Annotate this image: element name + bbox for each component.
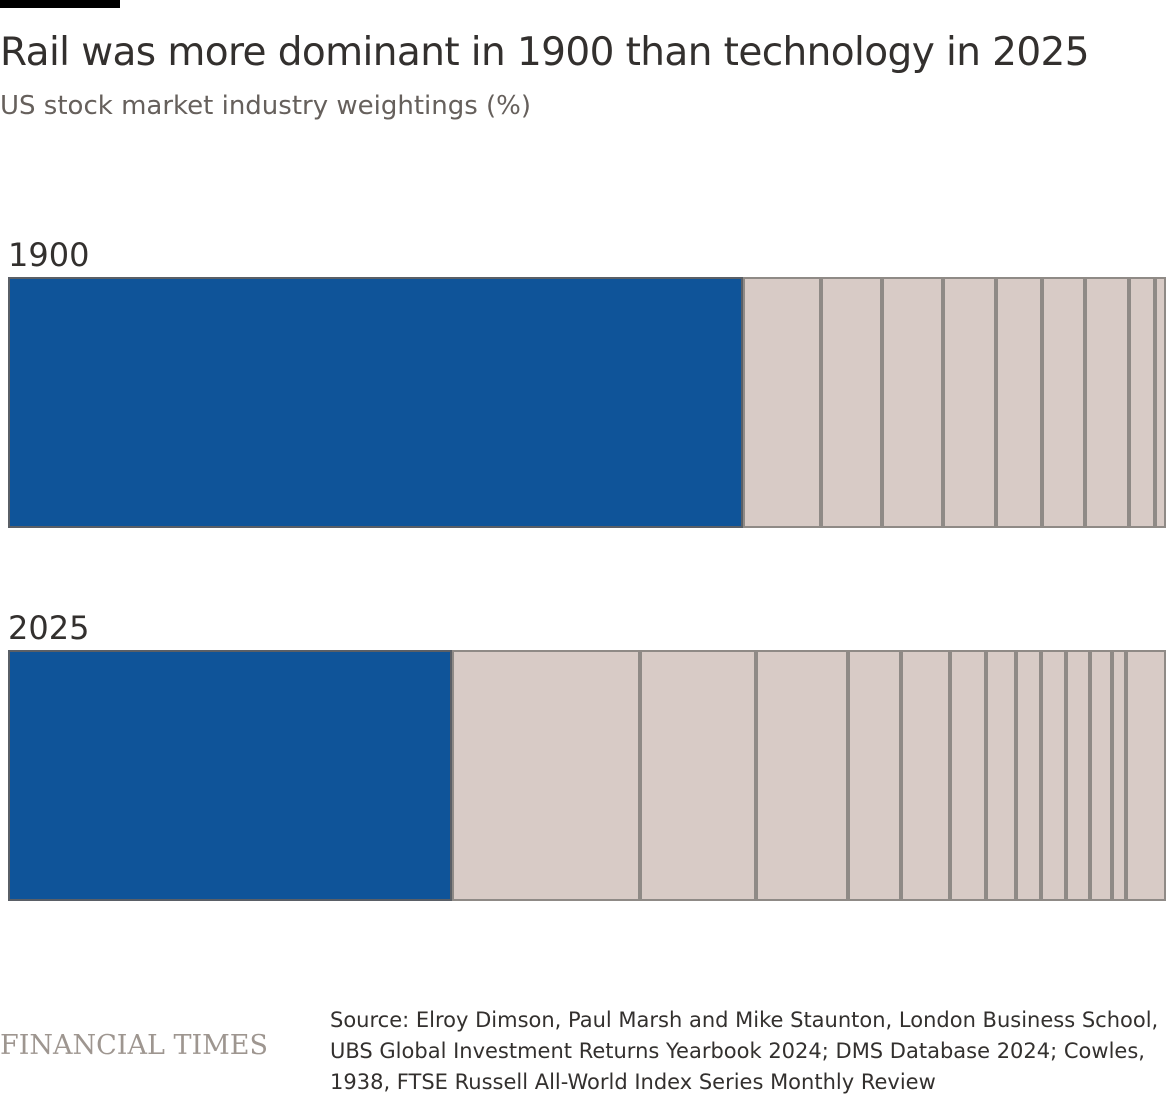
segment-highlight (8, 277, 743, 528)
segment-other (1090, 650, 1112, 901)
source-line: UBS Global Investment Returns Yearbook 2… (330, 1039, 1145, 1063)
segment-other (1042, 277, 1086, 528)
top-rule (0, 0, 120, 8)
source-line: 1938, FTSE Russell All-World Index Serie… (330, 1070, 936, 1094)
segment-highlight (8, 650, 453, 901)
segment-other (848, 650, 902, 901)
segment-other (1125, 650, 1166, 901)
segment-other (1128, 277, 1156, 528)
segment-other (986, 650, 1016, 901)
bar-1900 (8, 277, 1166, 528)
segment-other (640, 650, 756, 901)
segment-other (942, 277, 997, 528)
segment-other (996, 277, 1042, 528)
ft-logo: FINANCIAL TIMES (0, 1030, 269, 1061)
segment-other (881, 277, 943, 528)
segment-other (742, 277, 821, 528)
bar-2025 (8, 650, 1166, 901)
segment-other (1015, 650, 1041, 901)
segment-other (1155, 277, 1166, 528)
bar-label-2025: 2025 (8, 609, 90, 647)
segment-other (1040, 650, 1066, 901)
segment-other (1085, 277, 1129, 528)
segment-other (949, 650, 987, 901)
source-note: Source: Elroy Dimson, Paul Marsh and Mik… (330, 1005, 1170, 1098)
segment-other (1065, 650, 1091, 901)
chart-title: Rail was more dominant in 1900 than tech… (0, 30, 1090, 75)
bar-label-1900: 1900 (8, 236, 90, 274)
segment-other (901, 650, 950, 901)
source-line: Source: Elroy Dimson, Paul Marsh and Mik… (330, 1008, 1159, 1032)
segment-other (755, 650, 849, 901)
chart-subtitle: US stock market industry weightings (%) (0, 91, 532, 121)
segment-other (1111, 650, 1126, 901)
segment-other (820, 277, 882, 528)
segment-other (452, 650, 641, 901)
